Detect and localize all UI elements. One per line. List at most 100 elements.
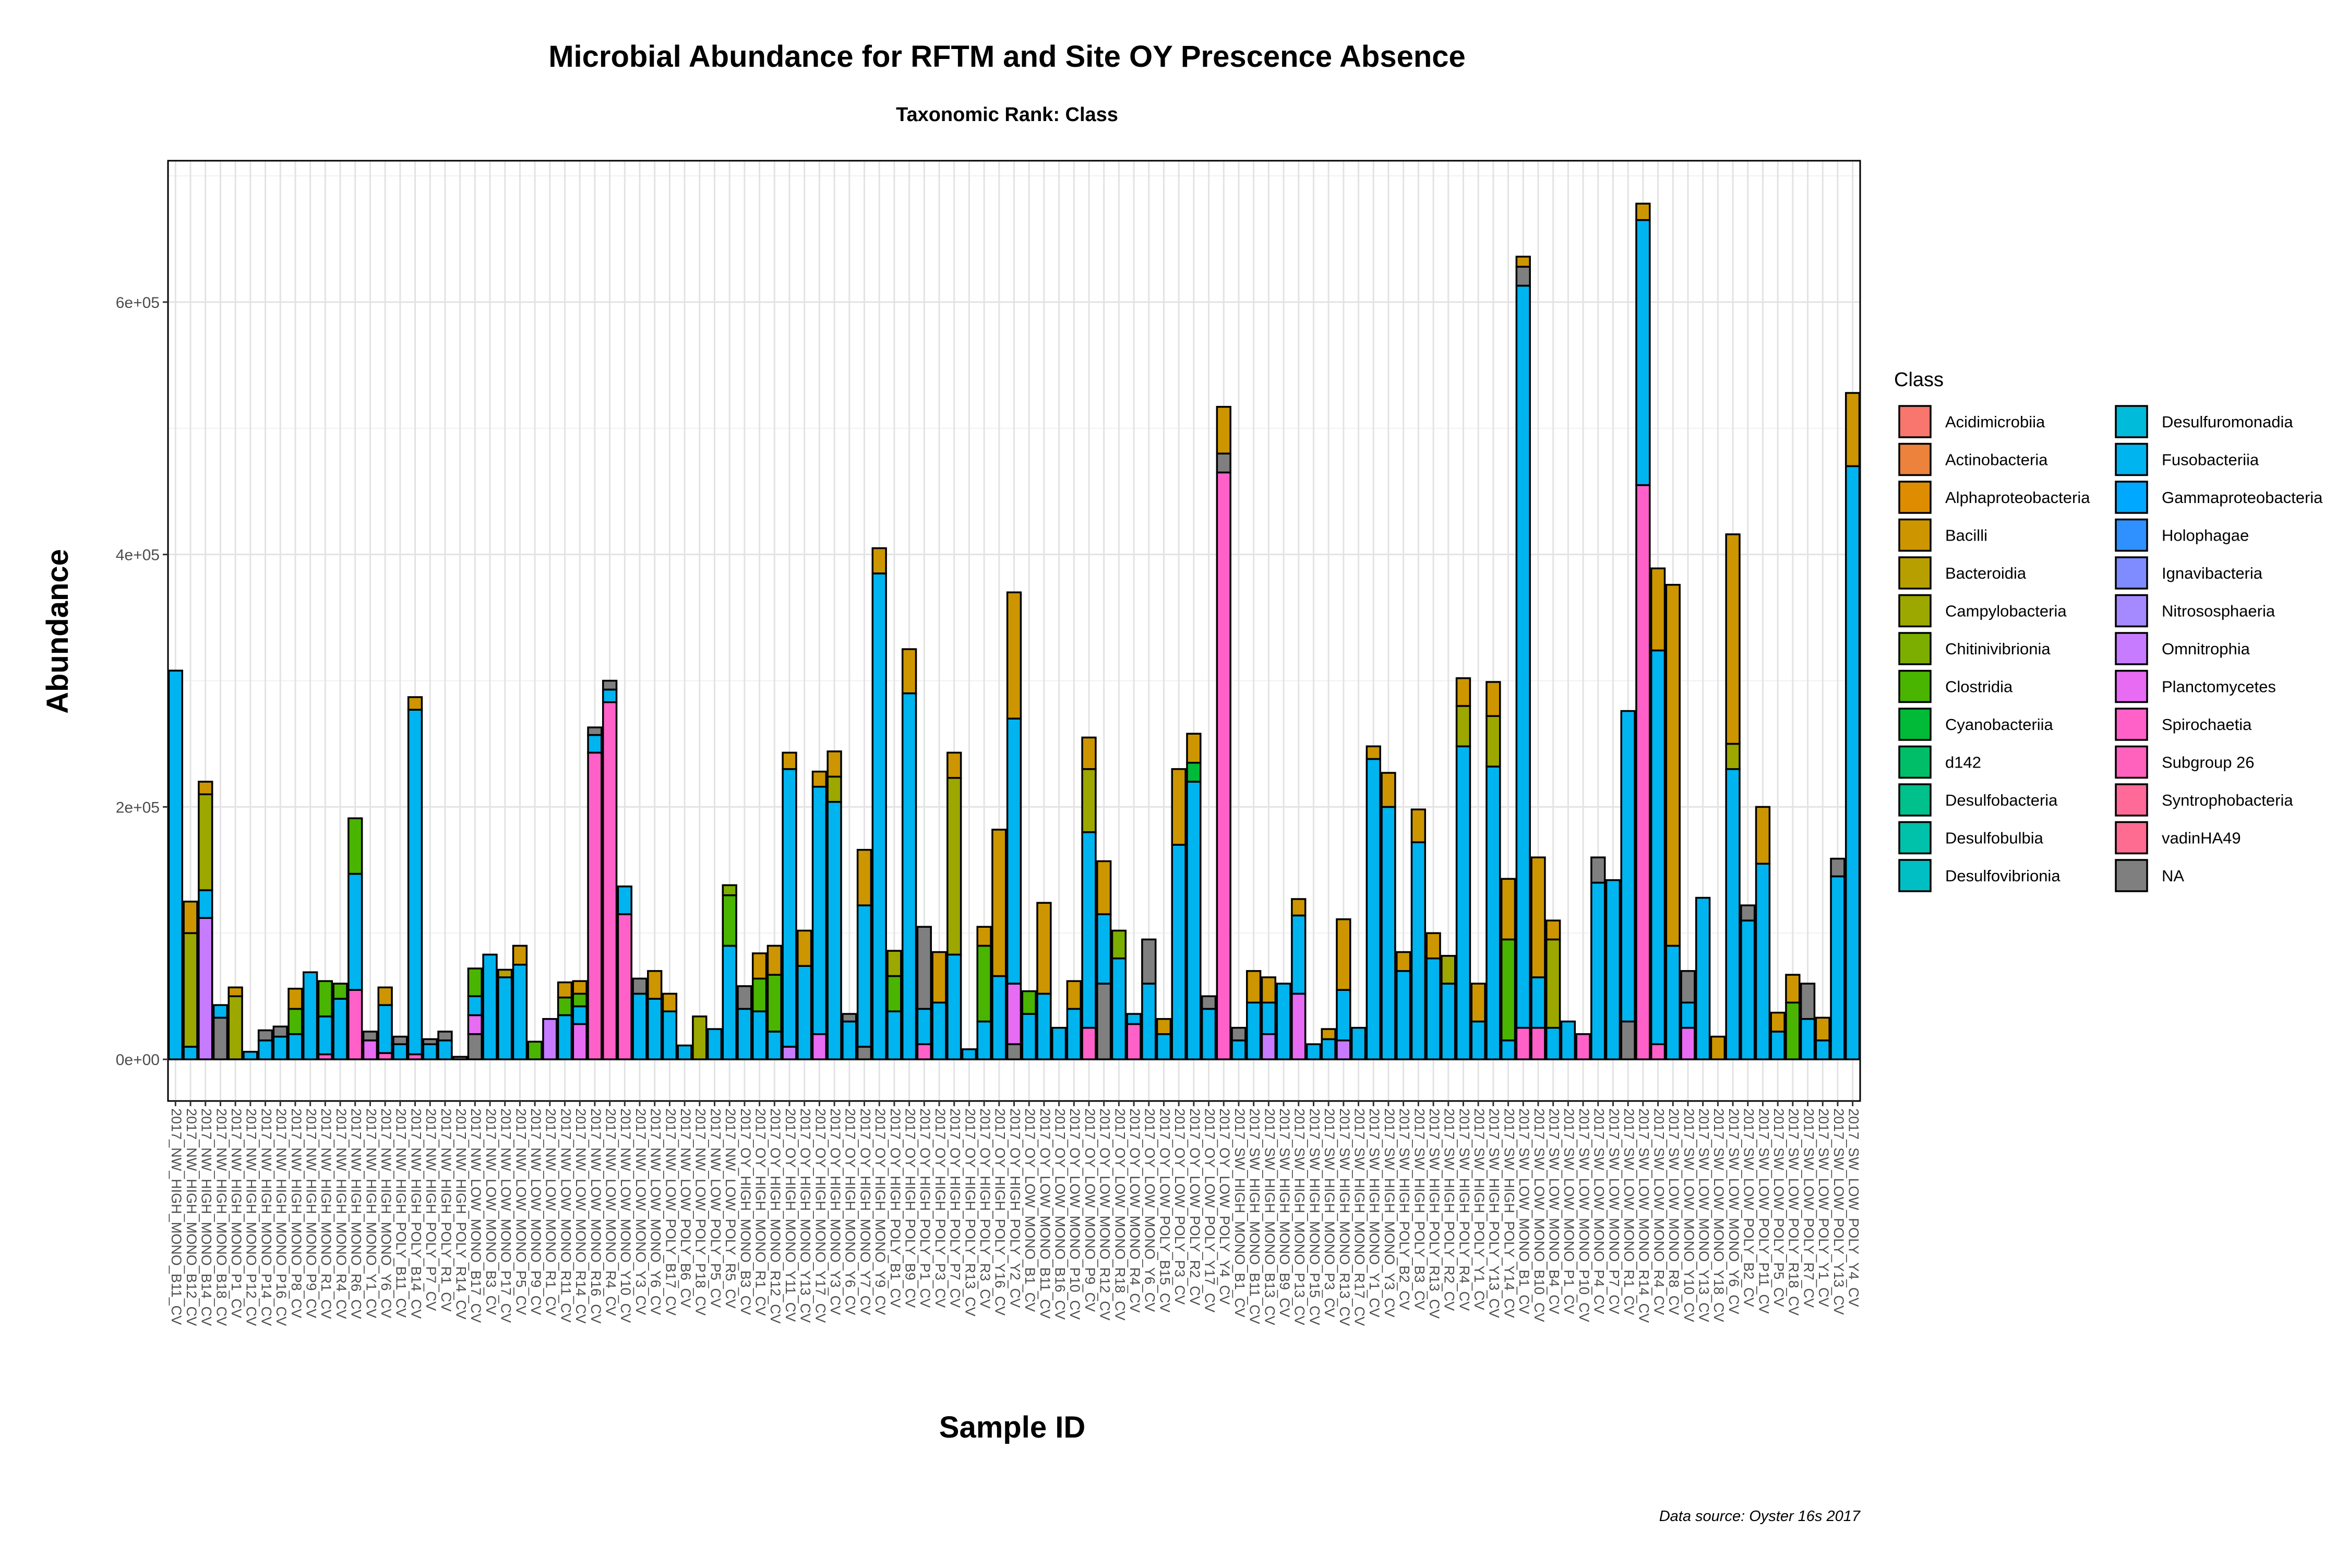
bar-segment	[377, 986, 393, 1006]
bar-segment	[1246, 970, 1262, 1004]
bar-segment	[1680, 970, 1696, 1004]
bar-stack	[302, 971, 318, 1060]
x-tick-label: 2017_OY_HIGH_MONO_Y7_CV	[857, 1108, 873, 1315]
legend-swatch	[2115, 821, 2148, 855]
bar-stack	[1620, 710, 1636, 1060]
legend-label: Gammaproteobacteria	[2162, 488, 2323, 507]
bar-stack	[1800, 983, 1816, 1060]
bar-stack	[887, 950, 902, 1060]
bar-segment	[1665, 944, 1681, 1060]
bar-stack	[1081, 736, 1097, 1060]
bar-segment	[302, 971, 318, 1060]
bar-segment	[1680, 1026, 1696, 1060]
bar-segment	[572, 1005, 588, 1025]
bar-segment	[1740, 919, 1756, 1060]
x-tick-label: 2017_NW_HIGH_MONO_R6_CV	[349, 1108, 364, 1319]
x-tick-label: 2017_OY_LOW_POLY_R2_CV	[1187, 1108, 1203, 1306]
legend-swatch	[2115, 405, 2148, 438]
x-tick-label: 2017_OY_HIGH_POLY_Y16_CV	[992, 1108, 1008, 1315]
x-tick-label: 2017_NW_LOW_POLY_P18_CV	[693, 1108, 709, 1315]
x-tick-label: 2017_NW_HIGH_POLY_B14_CV	[408, 1108, 424, 1319]
bar-segment	[766, 974, 782, 1033]
x-tick-label: 2017_OY_LOW_POLY_B15_CV	[1157, 1108, 1172, 1312]
bar-stack	[1156, 1018, 1172, 1060]
x-tick-label: 2017_NW_HIGH_MONO_P9_CV	[304, 1108, 319, 1318]
bar-segment	[1051, 1026, 1067, 1060]
bar-segment	[1844, 392, 1861, 468]
x-tick-label: 2017_OY_LOW_MONO_B1_CV	[1022, 1108, 1038, 1312]
bar-segment	[1111, 957, 1127, 1060]
bar-segment	[632, 992, 648, 1060]
bar-segment	[901, 648, 917, 695]
legend-item: Desulfobacteria	[1898, 783, 2058, 817]
bar-stack	[1036, 902, 1052, 1060]
bar-segment	[377, 1004, 393, 1054]
bar-segment	[1216, 405, 1231, 454]
bar-segment	[826, 750, 842, 778]
bar-stack	[348, 817, 363, 1060]
bar-segment	[1441, 983, 1456, 1060]
bar-segment	[557, 981, 573, 999]
bar-stack	[1560, 1020, 1576, 1060]
legend-item: Desulfobulbia	[1898, 821, 2044, 855]
bar-stack	[1515, 256, 1531, 1060]
x-tick-label: 2017_OY_HIGH_MONO_R12_CV	[768, 1108, 783, 1324]
bar-segment	[1486, 765, 1501, 1060]
bar-segment	[1396, 951, 1411, 972]
bar-segment	[662, 992, 678, 1013]
bar-segment	[1635, 219, 1651, 486]
bar-segment	[1216, 471, 1231, 1060]
x-tick-label: 2017_NW_HIGH_POLY_B11_CV	[393, 1108, 409, 1318]
x-tick-label: 2017_SW_HIGH_MONO_P13_CV	[1292, 1108, 1308, 1325]
x-tick-label: 2017_OY_HIGH_POLY_P3_CV	[932, 1108, 948, 1308]
bar-stack	[1650, 567, 1666, 1060]
bar-segment	[782, 768, 797, 1048]
bar-segment	[1261, 1001, 1277, 1035]
legend-swatch	[2115, 745, 2148, 779]
legend-label: Spirochaetia	[2162, 715, 2252, 734]
x-tick-label: 2017_OY_LOW_POLY_Y4_CV	[1217, 1108, 1232, 1304]
legend-swatch	[2115, 518, 2148, 552]
legend-item: Campylobacteria	[1898, 594, 2067, 628]
bar-stack	[437, 1031, 453, 1060]
bar-stack	[1365, 745, 1381, 1060]
bar-segment	[467, 967, 483, 997]
bar-segment	[947, 953, 962, 1060]
bar-segment	[1171, 768, 1187, 846]
legend-label: Desulfobacteria	[1945, 791, 2058, 809]
x-tick-label: 2017_OY_HIGH_MONO_B3_CV	[738, 1108, 753, 1315]
bar-segment	[227, 995, 243, 1060]
x-tick-label: 2017_OY_LOW_MONO_P9_CV	[1082, 1108, 1098, 1312]
x-tick-label: 2017_SW_HIGH_MONO_R17_CV	[1351, 1108, 1367, 1326]
bar-segment	[183, 932, 198, 1048]
bar-segment	[1515, 284, 1531, 1029]
x-tick-label: 2017_NW_HIGH_MONO_P16_CV	[273, 1108, 289, 1326]
bar-segment	[1546, 1026, 1561, 1060]
bar-stack	[287, 987, 303, 1060]
bar-stack	[1291, 898, 1307, 1060]
legend-swatch	[1898, 745, 1932, 779]
bar-stack	[1201, 995, 1217, 1060]
x-tick-label: 2017_SW_LOW_MONO_P10_CV	[1576, 1108, 1592, 1322]
x-tick-label: 2017_NW_LOW_MONO_R1_CV	[543, 1108, 559, 1316]
bar-segment	[1096, 983, 1112, 1060]
bar-stack	[1246, 970, 1262, 1060]
bar-stack	[497, 968, 513, 1060]
bar-stack	[392, 1035, 408, 1060]
bar-segment	[1410, 841, 1427, 1060]
bar-segment	[751, 977, 768, 1013]
bar-segment	[1665, 583, 1681, 947]
bar-segment	[362, 1031, 378, 1042]
x-tick-label: 2017_NW_HIGH_MONO_B12_CV	[184, 1108, 199, 1326]
bar-segment	[1500, 938, 1516, 1042]
x-tick-label: 2017_SW_LOW_POLY_B2_CV	[1741, 1108, 1757, 1307]
bar-segment	[887, 975, 902, 1013]
legend-item: Holophagae	[2115, 518, 2249, 552]
bar-segment	[677, 1044, 692, 1060]
bar-stack	[407, 696, 423, 1060]
x-tick-label: 2017_OY_HIGH_POLY_B9_CV	[902, 1108, 918, 1308]
legend-swatch	[2115, 708, 2148, 741]
bar-segment	[1770, 1031, 1786, 1060]
bar-segment	[1470, 1020, 1486, 1060]
bar-stack	[1530, 856, 1546, 1060]
